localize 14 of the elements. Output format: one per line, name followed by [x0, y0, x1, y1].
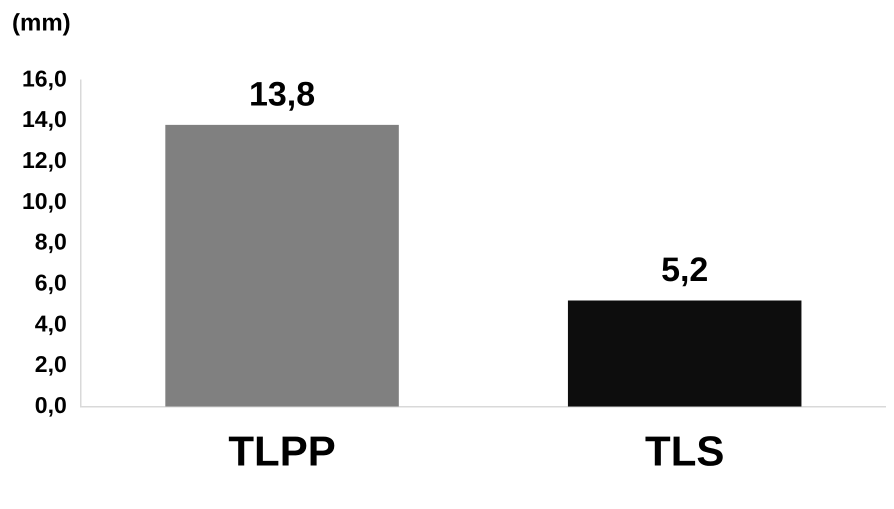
- y-tick-label: 6,0: [34, 269, 67, 296]
- data-label: 5,2: [661, 250, 708, 289]
- y-tick-label: 4,0: [34, 310, 67, 336]
- y-tick-label: 8,0: [34, 228, 67, 255]
- y-tick-label: 2,0: [34, 351, 67, 378]
- x-tick-label: TLPP: [228, 427, 336, 474]
- x-tick-label: TLS: [645, 427, 724, 474]
- y-axis-title: (mm): [12, 10, 71, 37]
- y-tick-label: 10,0: [22, 188, 67, 214]
- y-tick-label: 12,0: [22, 146, 67, 173]
- data-label: 13,8: [248, 75, 316, 114]
- y-tick-label: 14,0: [22, 106, 67, 132]
- y-tick-label: 0,0: [34, 392, 67, 418]
- y-tick-label: 16,0: [22, 65, 67, 92]
